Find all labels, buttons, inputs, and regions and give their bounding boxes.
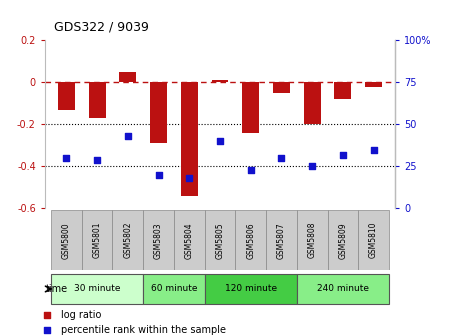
Point bbox=[278, 155, 285, 161]
Bar bbox=[211, 80, 229, 82]
Point bbox=[370, 147, 377, 152]
Bar bbox=[82, 210, 113, 270]
Point bbox=[310, 114, 317, 119]
Bar bbox=[174, 210, 205, 270]
Bar bbox=[335, 82, 352, 99]
Text: GSM5805: GSM5805 bbox=[216, 222, 224, 259]
Bar bbox=[113, 210, 143, 270]
Bar bbox=[119, 72, 136, 82]
Bar bbox=[51, 210, 82, 270]
Bar bbox=[89, 82, 106, 118]
Text: GSM5803: GSM5803 bbox=[154, 222, 163, 259]
Bar bbox=[205, 274, 297, 304]
Text: GSM5804: GSM5804 bbox=[185, 222, 194, 259]
Bar bbox=[205, 210, 235, 270]
Point bbox=[93, 157, 101, 162]
Bar bbox=[297, 210, 327, 270]
Text: GSM5800: GSM5800 bbox=[62, 222, 71, 259]
Point bbox=[216, 138, 224, 144]
Bar bbox=[143, 274, 205, 304]
Text: percentile rank within the sample: percentile rank within the sample bbox=[61, 325, 226, 335]
Bar bbox=[150, 82, 167, 143]
Text: GSM5808: GSM5808 bbox=[308, 222, 317, 258]
Bar bbox=[297, 274, 389, 304]
Bar bbox=[327, 210, 358, 270]
Bar bbox=[51, 274, 143, 304]
Bar bbox=[273, 82, 290, 93]
Bar bbox=[58, 82, 75, 110]
Point bbox=[310, 251, 317, 256]
Bar bbox=[304, 82, 321, 124]
Text: log ratio: log ratio bbox=[61, 310, 101, 320]
Text: 60 minute: 60 minute bbox=[151, 285, 197, 293]
Bar bbox=[242, 82, 259, 133]
Bar bbox=[365, 82, 382, 86]
Text: 30 minute: 30 minute bbox=[74, 285, 120, 293]
Text: GSM5807: GSM5807 bbox=[277, 222, 286, 259]
Point bbox=[155, 172, 162, 177]
Point bbox=[339, 152, 347, 157]
Text: GSM5801: GSM5801 bbox=[92, 222, 101, 258]
Text: GSM5810: GSM5810 bbox=[369, 222, 378, 258]
Text: GSM5806: GSM5806 bbox=[246, 222, 255, 259]
Text: GDS322 / 9039: GDS322 / 9039 bbox=[54, 20, 149, 34]
Point bbox=[63, 155, 70, 161]
Point bbox=[308, 164, 316, 169]
Text: 120 minute: 120 minute bbox=[224, 285, 277, 293]
Bar bbox=[358, 210, 389, 270]
Text: time: time bbox=[45, 284, 68, 294]
Text: GSM5802: GSM5802 bbox=[123, 222, 132, 258]
Point bbox=[186, 175, 193, 181]
Bar bbox=[181, 82, 198, 196]
Text: GSM5809: GSM5809 bbox=[339, 222, 348, 259]
Bar bbox=[266, 210, 297, 270]
Bar bbox=[235, 210, 266, 270]
Text: 240 minute: 240 minute bbox=[317, 285, 369, 293]
Bar bbox=[143, 210, 174, 270]
Point bbox=[124, 133, 132, 139]
Point bbox=[247, 167, 254, 172]
